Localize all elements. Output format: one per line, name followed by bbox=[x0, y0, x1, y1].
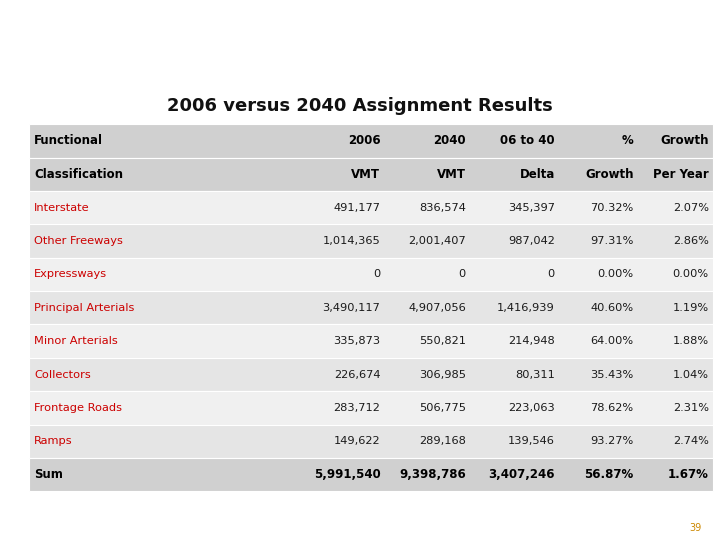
Text: 2,001,407: 2,001,407 bbox=[408, 236, 466, 246]
Text: 1.04%: 1.04% bbox=[672, 369, 708, 380]
Text: 214,948: 214,948 bbox=[508, 336, 555, 346]
Bar bbox=[29, 224, 713, 258]
Text: 226,674: 226,674 bbox=[334, 369, 380, 380]
Text: 1.67%: 1.67% bbox=[668, 468, 708, 481]
Text: Delta: Delta bbox=[519, 168, 555, 181]
Text: 491,177: 491,177 bbox=[333, 202, 380, 213]
Text: 64.00%: 64.00% bbox=[590, 336, 634, 346]
Text: 0: 0 bbox=[373, 269, 380, 279]
Text: 97.31%: 97.31% bbox=[590, 236, 634, 246]
Text: 345,397: 345,397 bbox=[508, 202, 555, 213]
Bar bbox=[29, 458, 713, 491]
Text: 987,042: 987,042 bbox=[508, 236, 555, 246]
Text: Expressways: Expressways bbox=[35, 269, 107, 279]
Text: VMT: VMT bbox=[351, 168, 380, 181]
Text: 3,407,246: 3,407,246 bbox=[488, 468, 555, 481]
Text: Interstate: Interstate bbox=[35, 202, 90, 213]
Bar bbox=[29, 291, 713, 325]
Text: 1,416,939: 1,416,939 bbox=[497, 303, 555, 313]
Text: 223,063: 223,063 bbox=[508, 403, 555, 413]
Bar bbox=[29, 392, 713, 424]
Text: Minor Arterials: Minor Arterials bbox=[35, 336, 118, 346]
Text: 39: 39 bbox=[690, 523, 702, 533]
Text: Functional: Functional bbox=[35, 134, 103, 147]
Text: 335,873: 335,873 bbox=[333, 336, 380, 346]
Text: Sum: Sum bbox=[35, 468, 63, 481]
Text: 1.88%: 1.88% bbox=[672, 336, 708, 346]
Text: 56.87%: 56.87% bbox=[584, 468, 634, 481]
Text: Other Freeways: Other Freeways bbox=[35, 236, 123, 246]
Bar bbox=[29, 124, 713, 158]
Text: 2.74%: 2.74% bbox=[672, 436, 708, 447]
Bar bbox=[29, 424, 713, 458]
Text: 40.60%: 40.60% bbox=[590, 303, 634, 313]
Text: Frontage Roads: Frontage Roads bbox=[35, 403, 122, 413]
Text: 1,014,365: 1,014,365 bbox=[323, 236, 380, 246]
Text: Forecast Application Results: Forecast Application Results bbox=[18, 26, 398, 50]
Text: 0: 0 bbox=[459, 269, 466, 279]
Text: 2006 versus 2040 Assignment Results: 2006 versus 2040 Assignment Results bbox=[167, 97, 553, 115]
Text: 0.00%: 0.00% bbox=[598, 269, 634, 279]
Text: 3,490,117: 3,490,117 bbox=[323, 303, 380, 313]
Text: 2040: 2040 bbox=[433, 134, 466, 147]
Text: Per Year: Per Year bbox=[653, 168, 708, 181]
Text: 0.00%: 0.00% bbox=[672, 269, 708, 279]
Text: Growth: Growth bbox=[660, 134, 708, 147]
Text: 139,546: 139,546 bbox=[508, 436, 555, 447]
Text: 2.86%: 2.86% bbox=[672, 236, 708, 246]
Text: 9,398,786: 9,398,786 bbox=[399, 468, 466, 481]
Text: 283,712: 283,712 bbox=[333, 403, 380, 413]
Text: 93.27%: 93.27% bbox=[590, 436, 634, 447]
Text: Growth: Growth bbox=[585, 168, 634, 181]
Text: 78.62%: 78.62% bbox=[590, 403, 634, 413]
Text: Collectors: Collectors bbox=[35, 369, 91, 380]
Text: 550,821: 550,821 bbox=[419, 336, 466, 346]
Text: Principal Arterials: Principal Arterials bbox=[35, 303, 135, 313]
Bar bbox=[29, 358, 713, 392]
Text: 4,907,056: 4,907,056 bbox=[408, 303, 466, 313]
Bar bbox=[29, 325, 713, 358]
Text: 289,168: 289,168 bbox=[419, 436, 466, 447]
Text: 836,574: 836,574 bbox=[419, 202, 466, 213]
Text: 06 to 40: 06 to 40 bbox=[500, 134, 555, 147]
Text: 2.07%: 2.07% bbox=[672, 202, 708, 213]
Text: Classification: Classification bbox=[35, 168, 123, 181]
Bar bbox=[29, 258, 713, 291]
Text: 2006: 2006 bbox=[348, 134, 380, 147]
Text: %: % bbox=[621, 134, 634, 147]
Text: 506,775: 506,775 bbox=[419, 403, 466, 413]
Text: 2.31%: 2.31% bbox=[672, 403, 708, 413]
Text: Ramps: Ramps bbox=[35, 436, 73, 447]
Text: VMT: VMT bbox=[437, 168, 466, 181]
Text: 1.19%: 1.19% bbox=[672, 303, 708, 313]
Text: 306,985: 306,985 bbox=[419, 369, 466, 380]
Text: 5,991,540: 5,991,540 bbox=[314, 468, 380, 481]
Text: 35.43%: 35.43% bbox=[590, 369, 634, 380]
Text: 80,311: 80,311 bbox=[515, 369, 555, 380]
Bar bbox=[29, 191, 713, 224]
Text: 149,622: 149,622 bbox=[334, 436, 380, 447]
Text: 0: 0 bbox=[547, 269, 555, 279]
Bar bbox=[29, 158, 713, 191]
Text: 70.32%: 70.32% bbox=[590, 202, 634, 213]
